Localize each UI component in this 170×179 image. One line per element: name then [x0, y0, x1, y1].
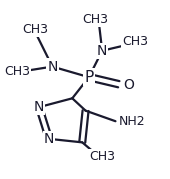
Text: N: N [34, 100, 44, 114]
Text: CH3: CH3 [23, 23, 49, 36]
Text: CH3: CH3 [83, 13, 108, 26]
Text: CH3: CH3 [122, 35, 148, 49]
Text: O: O [123, 78, 134, 92]
Text: CH3: CH3 [89, 150, 115, 163]
Text: CH3: CH3 [4, 65, 30, 78]
Text: N: N [97, 44, 107, 58]
Text: P: P [84, 70, 94, 85]
Text: N: N [47, 60, 57, 74]
Text: NH2: NH2 [119, 115, 145, 128]
Text: N: N [44, 132, 54, 146]
